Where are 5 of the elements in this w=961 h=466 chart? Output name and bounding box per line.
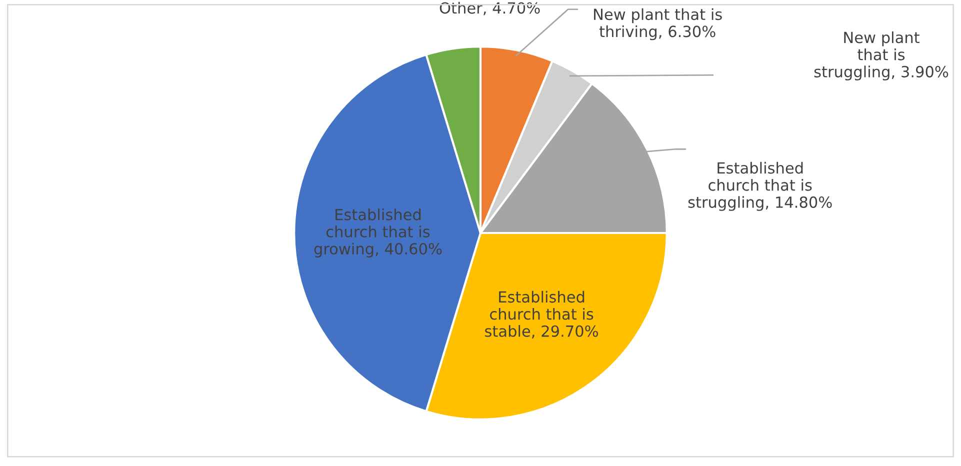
slice-label: New plant that is thriving, 6.30% bbox=[594, 8, 722, 40]
slice-label: New plant that is struggling, 3.90% bbox=[814, 31, 948, 80]
slice-label: Established church that is struggling, 14.80% bbox=[688, 162, 832, 211]
slice-label: Established church that is stable, 29.70% bbox=[485, 290, 598, 338]
slice-label: Established church that is growing, 40.60% bbox=[314, 208, 442, 258]
